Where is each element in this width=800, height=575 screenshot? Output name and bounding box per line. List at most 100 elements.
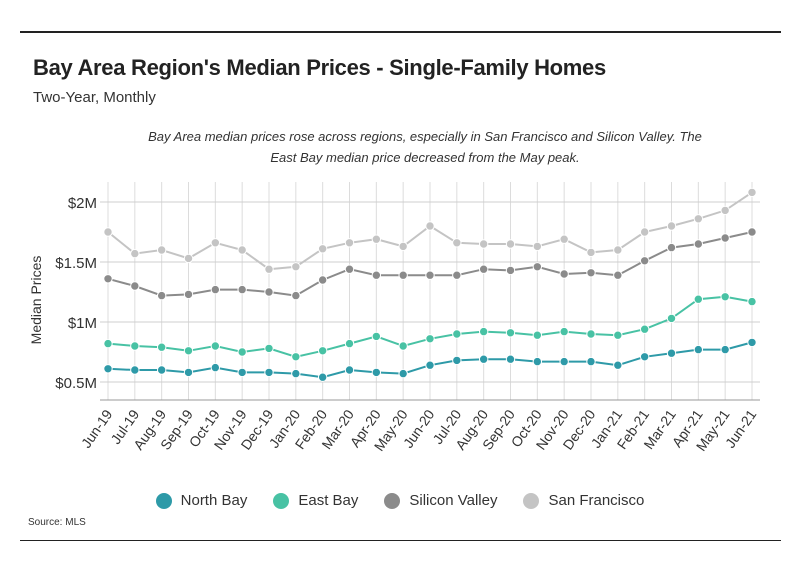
san-francisco-point [505,239,516,249]
legend-swatch [523,492,540,509]
east-bay-point [291,352,301,362]
silicon-valley-point [344,264,355,274]
san-francisco-point [398,241,408,252]
san-francisco-point [210,238,221,248]
san-francisco-point [693,214,704,224]
legend-item-east-bay: East Bay [273,492,358,509]
north-bay-point [317,372,328,382]
east-bay-point [720,292,730,302]
east-bay-point [130,341,140,351]
north-bay-point [586,356,596,367]
san-francisco-point [559,234,569,244]
silicon-valley-point [478,264,489,274]
bottom-rule [20,540,781,541]
y-tick-label: $2M [68,195,97,212]
san-francisco-point [747,187,757,198]
north-bay-point [398,368,408,379]
north-bay-point [130,365,140,375]
east-bay-point [210,341,221,351]
east-bay-point [344,338,355,349]
north-bay-point [237,367,247,378]
east-bay-point [532,330,543,340]
legend-swatch [384,492,401,509]
legend-item-san-francisco: San Francisco [523,492,644,509]
san-francisco-point [478,239,489,249]
east-bay-point [103,338,113,349]
silicon-valley-point [398,270,408,280]
san-francisco-point [532,241,543,252]
north-bay-point [478,354,489,364]
san-francisco-point [264,264,274,274]
east-bay-point [156,342,167,352]
north-bay-point [559,356,569,367]
chart-subtitle: Two-Year, Monthly [33,89,156,106]
san-francisco-point [452,238,462,248]
san-francisco-point [666,221,677,231]
silicon-valley-point [693,239,704,249]
north-bay-point [532,356,543,367]
y-tick-label: $1.5M [55,255,97,272]
north-bay-point [156,365,167,375]
north-bay-point [639,352,650,362]
san-francisco-point [344,238,355,248]
north-bay-point [210,362,221,373]
san-francisco-point [103,227,113,237]
east-bay-point [505,328,516,338]
san-francisco-point [371,234,382,244]
silicon-valley-point [720,233,730,243]
san-francisco-point [425,221,435,231]
legend-swatch [155,492,172,509]
east-bay-point [639,324,650,334]
east-bay-point [264,343,274,354]
east-bay-point [452,329,462,339]
silicon-valley-point [747,227,757,237]
east-bay-point [747,296,757,307]
san-francisco-point [237,245,247,255]
silicon-valley-point [317,275,328,285]
silicon-valley-point [532,262,543,272]
silicon-valley-point [586,268,596,278]
north-bay-point [344,365,355,375]
legend-label: Silicon Valley [409,492,498,509]
north-bay-point [371,367,382,378]
san-francisco-point [639,227,650,237]
silicon-valley-point [425,270,435,280]
top-rule [20,31,781,33]
east-bay-point [478,326,489,337]
east-bay-point [398,341,408,351]
chart-title: Bay Area Region's Median Prices - Single… [33,55,606,80]
x-tick-label: Jun-19 [78,406,116,450]
silicon-valley-point [237,284,247,295]
east-bay-point [237,347,247,357]
silicon-valley-point [505,265,516,276]
source-note: Source: MLS [28,517,86,528]
north-bay-point [183,367,194,378]
north-bay-point [452,355,462,366]
san-francisco-point [291,262,301,272]
legend-item-north-bay: North Bay [155,492,247,509]
y-axis-label: Median Prices [28,256,44,345]
san-francisco-point [317,244,328,254]
silicon-valley-point [639,256,650,266]
san-francisco-point [720,205,730,216]
san-francisco-point [156,245,167,255]
north-bay-point [613,360,623,370]
silicon-valley-point [613,270,623,280]
legend-label: East Bay [298,492,359,509]
silicon-valley-point [264,287,274,297]
east-bay-point [559,326,569,337]
north-bay-point [693,344,704,355]
silicon-valley-point [559,269,569,279]
silicon-valley-point [666,242,677,253]
legend-item-silicon-valley: Silicon Valley [384,492,497,509]
legend-swatch [273,492,290,509]
silicon-valley-point [103,274,113,284]
silicon-valley-point [452,270,462,280]
east-bay-point [613,330,623,340]
east-bay-point [371,331,382,342]
san-francisco-point [613,245,623,255]
north-bay-point [505,354,516,364]
san-francisco-point [586,247,596,258]
chart-note: Bay Area median prices rose across regio… [148,129,702,165]
